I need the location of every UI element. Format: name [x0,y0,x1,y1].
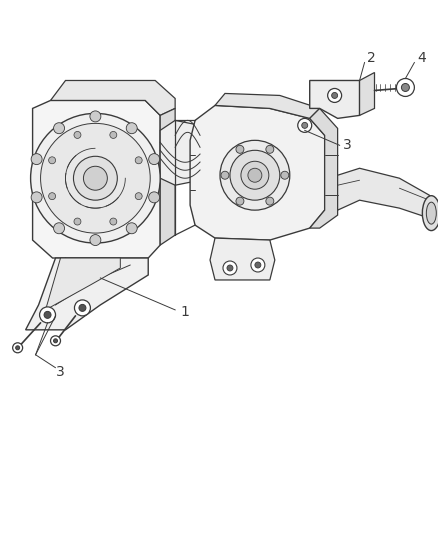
Text: 3: 3 [56,365,65,379]
Circle shape [83,166,107,190]
Circle shape [230,150,279,200]
Circle shape [40,123,150,233]
Circle shape [39,307,55,323]
Circle shape [396,78,413,96]
Polygon shape [32,100,160,258]
Circle shape [44,311,51,318]
Polygon shape [50,80,175,116]
Circle shape [400,84,409,92]
Circle shape [251,258,264,272]
Circle shape [74,218,81,225]
Circle shape [297,118,311,132]
Circle shape [254,262,260,268]
Circle shape [53,339,57,343]
Polygon shape [46,258,120,310]
Circle shape [135,157,142,164]
Circle shape [265,146,273,154]
Ellipse shape [421,196,438,231]
Circle shape [240,161,268,189]
Circle shape [13,343,23,353]
Polygon shape [215,93,319,118]
Circle shape [16,346,20,350]
Circle shape [31,154,42,165]
Ellipse shape [425,202,435,224]
Circle shape [53,123,64,134]
Circle shape [148,192,159,203]
Circle shape [110,132,117,139]
Circle shape [135,192,142,200]
Polygon shape [160,120,200,185]
Circle shape [265,197,273,205]
Circle shape [50,336,60,346]
Circle shape [79,304,86,311]
Circle shape [73,156,117,200]
Text: 3: 3 [343,139,351,152]
Circle shape [219,140,289,210]
Circle shape [223,261,237,275]
Circle shape [126,223,137,234]
Circle shape [148,154,159,165]
Polygon shape [309,108,337,228]
Circle shape [220,171,229,179]
Text: 4: 4 [416,51,425,64]
Polygon shape [337,168,433,218]
Polygon shape [160,108,175,245]
Polygon shape [359,72,374,116]
Circle shape [331,92,337,99]
Circle shape [49,157,56,164]
Circle shape [226,265,233,271]
Text: 2: 2 [366,51,375,64]
Circle shape [90,235,101,246]
Circle shape [235,146,244,154]
Circle shape [126,123,137,134]
Polygon shape [209,238,274,280]
Circle shape [247,168,261,182]
Text: 1: 1 [180,305,189,319]
Circle shape [74,132,81,139]
Circle shape [301,123,307,128]
Circle shape [31,114,160,243]
Circle shape [49,192,56,200]
Polygon shape [25,258,148,330]
Circle shape [280,171,288,179]
Circle shape [53,223,64,234]
Polygon shape [309,80,359,118]
Circle shape [235,197,244,205]
Circle shape [31,192,42,203]
Circle shape [327,88,341,102]
Circle shape [90,111,101,122]
Circle shape [74,300,90,316]
Polygon shape [190,106,324,240]
Circle shape [110,218,117,225]
